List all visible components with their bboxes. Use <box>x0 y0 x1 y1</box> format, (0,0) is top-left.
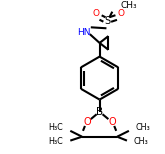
Text: O: O <box>118 9 125 18</box>
Text: S: S <box>104 16 111 26</box>
Text: CH₃: CH₃ <box>136 123 150 132</box>
Text: H₃C: H₃C <box>49 123 64 132</box>
Text: CH₃: CH₃ <box>120 1 137 10</box>
Text: O: O <box>92 9 99 18</box>
Text: O: O <box>108 117 116 127</box>
Text: O: O <box>83 117 91 127</box>
Text: B: B <box>96 107 103 117</box>
Text: H₃C: H₃C <box>49 137 64 146</box>
Text: CH₃: CH₃ <box>134 137 148 146</box>
Text: HN: HN <box>77 28 91 37</box>
